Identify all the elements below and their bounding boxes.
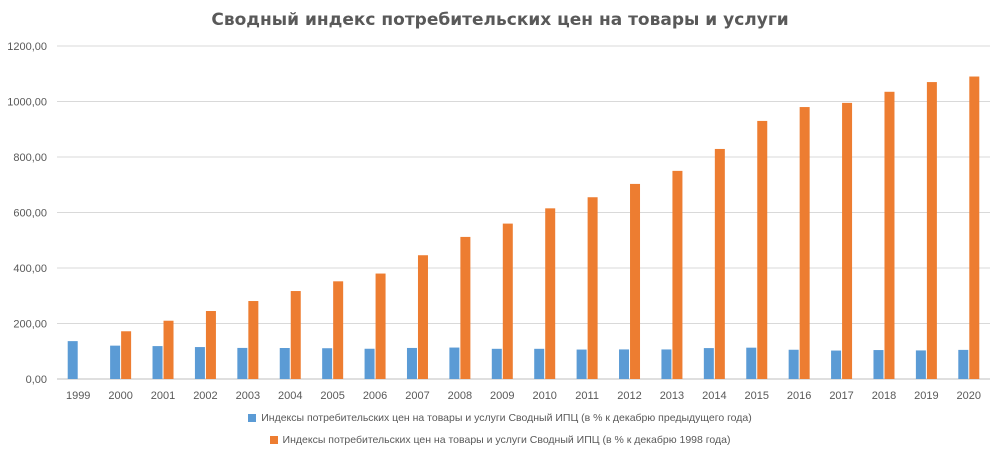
x-tick-label: 2017 [829, 390, 853, 402]
bar-since-1998-2017 [842, 102, 853, 379]
bar-since-1998-2016 [799, 107, 810, 380]
bar-prev-year-2011 [576, 349, 587, 379]
bar-prev-year-2013 [661, 349, 672, 379]
bar-prev-year-2017 [831, 350, 842, 379]
legend-swatch-blue [248, 414, 257, 422]
y-tick-label: 800,00 [13, 152, 47, 164]
y-tick-label: 400,00 [13, 263, 47, 275]
x-tick-label: 2020 [957, 390, 981, 402]
bar-since-1998-2005 [333, 281, 344, 379]
bar-since-1998-2000 [121, 331, 132, 379]
bar-prev-year-2002 [194, 347, 205, 379]
x-tick-label: 1999 [66, 390, 90, 402]
bar-prev-year-2019 [915, 350, 926, 379]
y-tick-label: 0,00 [26, 374, 47, 386]
x-tick-label: 2019 [914, 390, 938, 402]
x-tick-label: 2002 [193, 390, 217, 402]
y-tick-label: 200,00 [13, 319, 47, 331]
bar-since-1998-2009 [502, 223, 513, 379]
x-tick-label: 2013 [660, 390, 684, 402]
bar-since-1998-2003 [248, 301, 259, 379]
bar-since-1998-2015 [757, 120, 768, 380]
bar-prev-year-2006 [364, 348, 375, 379]
bar-since-1998-2012 [630, 183, 641, 379]
legend-label: Индексы потребительских цен на товары и … [282, 434, 731, 446]
x-tick-label: 2001 [151, 390, 175, 402]
bar-prev-year-2005 [322, 348, 333, 379]
x-tick-label: 2007 [405, 390, 429, 402]
bar-since-1998-2006 [375, 273, 386, 379]
bar-since-1998-2008 [460, 236, 471, 379]
legend-item-series-2[interactable]: Индексы потребительских цен на товары и … [269, 434, 731, 446]
bar-since-1998-2011 [587, 197, 598, 379]
x-tick-label: 2005 [320, 390, 344, 402]
x-tick-label: 2000 [108, 390, 132, 402]
bar-prev-year-2001 [152, 346, 163, 379]
bar-prev-year-2010 [534, 348, 545, 379]
x-tick-label: 2003 [236, 390, 260, 402]
bar-prev-year-2015 [746, 347, 757, 379]
bar-prev-year-2018 [873, 350, 884, 379]
bar-since-1998-2007 [417, 255, 428, 379]
bar-prev-year-2000 [110, 345, 121, 379]
x-tick-label: 2012 [617, 390, 641, 402]
bar-since-1998-2001 [163, 320, 174, 379]
x-tick-label: 2011 [575, 390, 599, 402]
bar-prev-year-2012 [619, 349, 630, 379]
bar-since-1998-2020 [969, 76, 980, 380]
x-tick-label: 2015 [745, 390, 769, 402]
bar-prev-year-2003 [237, 347, 248, 379]
x-tick-label: 2008 [448, 390, 472, 402]
chart-title: Сводный индекс потребительских цен на то… [211, 10, 789, 30]
bar-since-1998-2013 [672, 170, 683, 379]
x-tick-label: 2018 [872, 390, 896, 402]
y-tick-label: 1000,00 [7, 97, 47, 109]
bar-prev-year-1999 [67, 341, 78, 379]
bar-since-1998-2019 [926, 82, 937, 379]
legend-row-2: Индексы потребительских цен на товары и … [0, 434, 1000, 446]
bar-prev-year-2007 [406, 347, 417, 379]
bar-prev-year-2009 [491, 348, 502, 379]
y-tick-label: 600,00 [13, 208, 47, 220]
x-tick-label: 2016 [787, 390, 811, 402]
bar-since-1998-2004 [290, 291, 301, 379]
x-tick-label: 2006 [363, 390, 387, 402]
bars [67, 76, 980, 380]
x-tick-label: 2009 [490, 390, 514, 402]
x-axis-ticks: 1999 2000 2001 2002 2003 2004 2005 2006 2007 2008… [66, 390, 981, 402]
bar-prev-year-2014 [703, 348, 714, 379]
legend-swatch-orange [269, 436, 278, 444]
y-tick-label: 1200,00 [7, 41, 47, 53]
bar-since-1998-2014 [714, 148, 725, 379]
legend-item-series-1[interactable]: Индексы потребительских цен на товары и … [248, 412, 752, 424]
x-tick-label: 2004 [278, 390, 302, 402]
bar-since-1998-2002 [205, 311, 216, 379]
bar-since-1998-2018 [884, 91, 895, 379]
bar-since-1998-2010 [545, 208, 556, 379]
bar-prev-year-2004 [279, 348, 290, 379]
legend-label: Индексы потребительских цен на товары и … [261, 412, 752, 424]
x-tick-label: 2014 [702, 390, 726, 402]
bar-prev-year-2008 [449, 347, 460, 379]
legend-row-1: Индексы потребительских цен на товары и … [0, 412, 1000, 424]
bar-prev-year-2016 [788, 349, 799, 379]
bar-prev-year-2020 [958, 349, 969, 379]
x-tick-label: 2010 [532, 390, 556, 402]
y-axis-ticks: 0,00 200,00 400,00 600,00 800,00 1000,00 1200,… [7, 41, 47, 386]
